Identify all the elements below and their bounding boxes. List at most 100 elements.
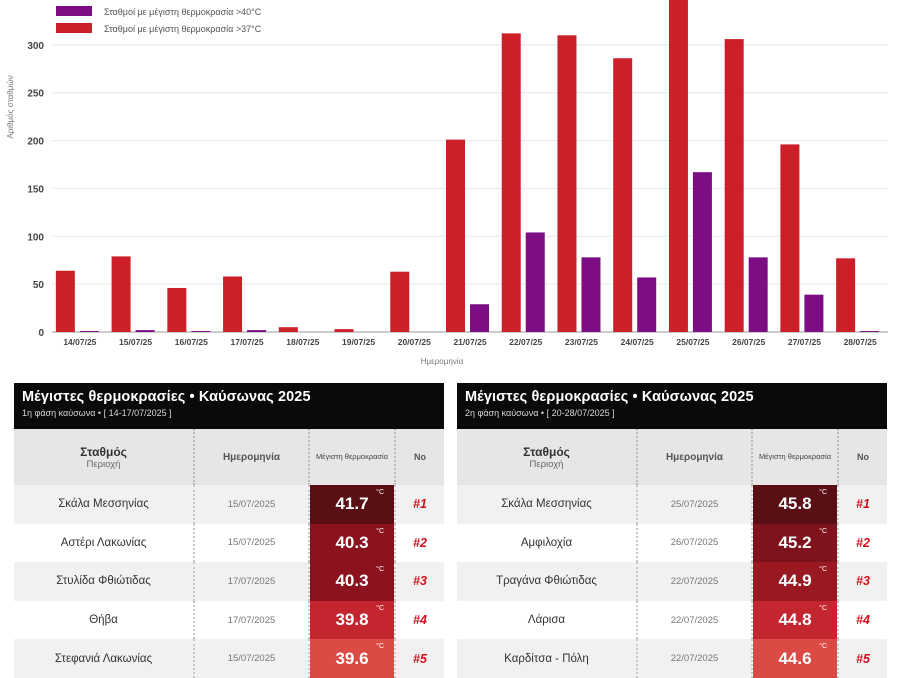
- legend-swatch-over37: [56, 23, 92, 33]
- bar-over37: [446, 139, 465, 332]
- x-tick-label: 22/07/25: [509, 337, 542, 347]
- temperature-unit: °C: [376, 527, 384, 535]
- legend-swatch-over40: [56, 6, 92, 16]
- temperature-value: 39.6: [335, 648, 369, 668]
- rank-column-header: No: [395, 429, 444, 485]
- temperature-unit: °C: [376, 566, 384, 574]
- station-name: Σκάλα Μεσσηνίας: [457, 485, 638, 524]
- station-name: Σκάλα Μεσσηνίας: [14, 485, 195, 524]
- station-name: Τραγάνα Φθιώτιδας: [457, 562, 638, 601]
- station-header-label: Σταθμός: [80, 444, 127, 459]
- station-header-label: Σταθμός: [523, 444, 570, 459]
- rank-number: #2: [838, 523, 887, 563]
- bar-over40: [748, 257, 768, 332]
- rank-number: #1: [838, 485, 887, 524]
- x-tick-label: 23/07/25: [565, 337, 598, 347]
- temperature-unit: °C: [376, 643, 384, 651]
- temperature-value: 44.8: [778, 610, 812, 630]
- x-tick-label: 18/07/25: [286, 337, 319, 347]
- record-date: 15/07/2025: [194, 523, 310, 563]
- legend-label-over40: Σταθμοί με μέγιστη θερμοκρασία >40°C: [104, 7, 262, 17]
- phase2-table-subtitle: 2η φάση καύσωνα • [ 20-28/07/2025 ]: [465, 408, 615, 418]
- x-tick-label: 27/07/25: [788, 337, 821, 347]
- station-name: Καρδίτσα - Πόλη: [457, 639, 638, 678]
- max-temperature-cell: 39.6 °C: [309, 639, 396, 678]
- bar-over37: [334, 329, 354, 332]
- temperature-unit: °C: [819, 566, 827, 574]
- y-tick-label: 0: [38, 328, 44, 339]
- max-temperature-cell: 40.3 °C: [309, 562, 396, 601]
- x-tick-label: 21/07/25: [453, 337, 486, 347]
- station-name: Στεφανιά Λακωνίας: [14, 639, 195, 678]
- phase1-table-title: Μέγιστες θερμοκρασίες • Καύσωνας 2025: [22, 389, 311, 405]
- station-column-header: Σταθμός Περιοχή: [457, 429, 638, 485]
- max-temperature-cell: 39.8 °C: [309, 600, 396, 640]
- phase2-table-header-row: Σταθμός Περιοχή Ημερομηνία Μέγιστη θερμο…: [457, 429, 887, 485]
- table-row: Τραγάνα Φθιώτιδας 22/07/2025 44.9 °C #3: [457, 562, 887, 601]
- phase2-table-title: Μέγιστες θερμοκρασίες • Καύσωνας 2025: [465, 389, 754, 405]
- rank-number: #3: [838, 562, 887, 601]
- bar-over37: [111, 256, 131, 332]
- x-tick-label: 24/07/25: [621, 337, 654, 347]
- bar-over37: [724, 39, 744, 332]
- station-name: Θήβα: [14, 600, 195, 640]
- temperature-value: 44.9: [778, 571, 812, 591]
- temperature-unit: °C: [819, 527, 827, 535]
- y-tick-label: 150: [27, 184, 44, 195]
- x-tick-label: 26/07/25: [732, 337, 765, 347]
- temperature-value: 41.7: [335, 494, 369, 514]
- rank-number: #5: [838, 639, 887, 678]
- phase1-table-header-row: Σταθμός Περιοχή Ημερομηνία Μέγιστη θερμο…: [14, 429, 444, 485]
- x-tick-label: 15/07/25: [119, 337, 152, 347]
- max-temp-column-header: Μέγιστη θερμοκρασία: [752, 429, 839, 485]
- y-tick-label: 100: [27, 232, 44, 243]
- record-date: 17/07/2025: [194, 600, 310, 640]
- station-name: Λάρισα: [457, 600, 638, 640]
- bar-over37: [668, 0, 688, 333]
- y-tick-label: 50: [33, 280, 45, 291]
- phase2-table-header: Μέγιστες θερμοκρασίες • Καύσωνας 2025 2η…: [457, 383, 887, 429]
- x-tick-label: 19/07/25: [342, 337, 375, 347]
- max-temperature-cell: 44.9 °C: [752, 562, 839, 601]
- max-temperature-cell: 40.3 °C: [309, 523, 396, 563]
- date-column-header: Ημερομηνία: [194, 429, 310, 485]
- x-tick-label: 20/07/25: [398, 337, 431, 347]
- temperature-value: 40.3: [335, 571, 369, 591]
- temperature-value: 44.6: [778, 648, 812, 668]
- station-name: Αμφιλοχία: [457, 523, 638, 563]
- phase1-table: Σταθμός Περιοχή Ημερομηνία Μέγιστη θερμο…: [14, 429, 444, 678]
- bar-over40: [135, 330, 155, 332]
- record-date: 25/07/2025: [637, 485, 753, 524]
- x-tick-label: 14/07/25: [63, 337, 96, 347]
- max-temperature-cell: 45.8 °C: [752, 485, 839, 524]
- region-header-label: Περιοχή: [86, 458, 121, 470]
- bar-over40: [637, 277, 657, 332]
- max-temperature-cell: 44.8 °C: [752, 600, 839, 640]
- x-tick-label: 16/07/25: [175, 337, 208, 347]
- date-column-header: Ημερομηνία: [637, 429, 753, 485]
- bar-over40: [860, 331, 880, 332]
- x-tick-label: 17/07/25: [231, 337, 264, 347]
- rank-column-header: No: [838, 429, 887, 485]
- table-row: Λάρισα 22/07/2025 44.8 °C #4: [457, 600, 887, 640]
- table-row: Στεφανιά Λακωνίας 15/07/2025 39.6 °C #5: [14, 639, 444, 678]
- table-row: Θήβα 17/07/2025 39.8 °C #4: [14, 600, 444, 640]
- record-date: 26/07/2025: [637, 523, 753, 563]
- max-temperature-cell: 45.2 °C: [752, 523, 839, 563]
- bar-over37: [55, 270, 75, 332]
- rank-number: #5: [395, 639, 444, 678]
- table-row: Σκάλα Μεσσηνίας 25/07/2025 45.8 °C #1: [457, 485, 887, 524]
- rank-number: #4: [395, 600, 444, 640]
- record-date: 17/07/2025: [194, 562, 310, 601]
- bar-over37: [167, 287, 187, 332]
- bar-over37: [836, 258, 856, 332]
- temperature-unit: °C: [819, 643, 827, 651]
- bar-over37: [780, 144, 800, 332]
- bar-over37: [501, 33, 521, 332]
- station-count-chart: 0 50 100 150 200 250 300 14/07/25 15/07/25 16/07/…: [6, 0, 888, 366]
- phase2-table-panel: Μέγιστες θερμοκρασίες • Καύσωνας 2025 2η…: [457, 383, 887, 678]
- temperature-unit: °C: [376, 489, 384, 496]
- temperature-unit: °C: [376, 604, 384, 612]
- temperature-value: 39.8: [335, 610, 369, 630]
- phase1-table-panel: Μέγιστες θερμοκρασίες • Καύσωνας 2025 1η…: [14, 383, 444, 678]
